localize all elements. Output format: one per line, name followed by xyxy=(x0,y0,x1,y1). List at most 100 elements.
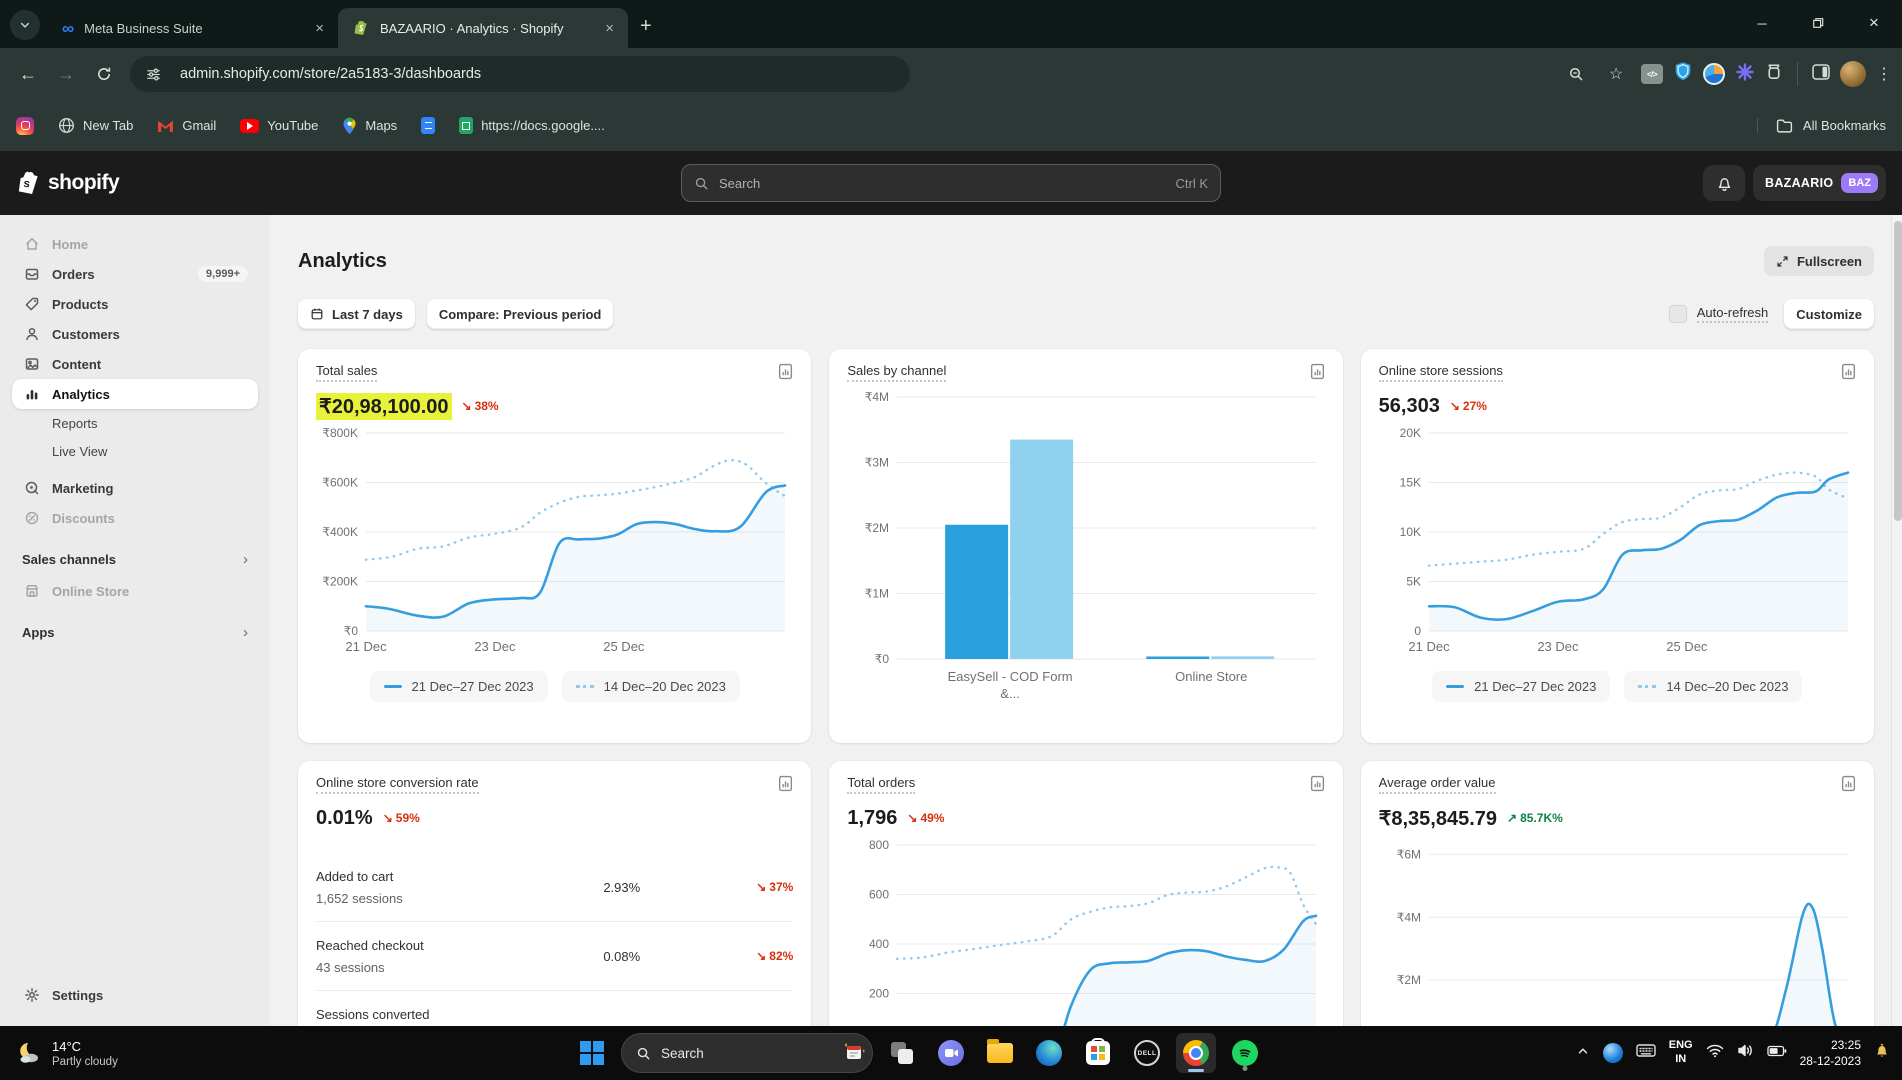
extension-orb-icon[interactable] xyxy=(1703,63,1725,85)
restore-button[interactable] xyxy=(1790,0,1846,46)
bookmark-star-icon[interactable]: ☆ xyxy=(1601,59,1631,89)
language-indicator[interactable]: ENG IN xyxy=(1669,1039,1693,1067)
sidebar-item-discounts[interactable]: Discounts xyxy=(12,503,258,533)
site-info-icon[interactable] xyxy=(138,59,168,89)
youtube-icon xyxy=(240,119,259,133)
spotify-button[interactable] xyxy=(1225,1033,1265,1073)
sidebar-section-apps[interactable]: Apps › xyxy=(22,624,248,641)
scrollbar-thumb[interactable] xyxy=(1894,221,1902,521)
tab-meta-business-suite[interactable]: ∞ Meta Business Suite × xyxy=(48,8,338,48)
legend-previous[interactable]: 14 Dec–20 Dec 2023 xyxy=(1624,671,1802,702)
sidebar-item-online-store[interactable]: Online Store xyxy=(12,576,258,606)
fullscreen-button[interactable]: Fullscreen xyxy=(1764,246,1874,276)
sidebar-item-marketing[interactable]: Marketing xyxy=(12,473,258,503)
microsoft-store-button[interactable] xyxy=(1078,1033,1118,1073)
sidebar-item-analytics[interactable]: Analytics xyxy=(12,379,258,409)
tab-shopify-analytics[interactable]: BAZAARIO · Analytics · Shopify × xyxy=(338,8,628,48)
report-icon[interactable] xyxy=(1841,775,1856,797)
shopify-favicon xyxy=(352,19,370,37)
close-button[interactable]: × xyxy=(1846,0,1902,46)
volume-icon[interactable] xyxy=(1737,1043,1754,1063)
profile-avatar[interactable] xyxy=(1840,61,1866,87)
card-title[interactable]: Total sales xyxy=(316,363,377,382)
svg-text:₹800K: ₹800K xyxy=(322,427,358,440)
report-icon[interactable] xyxy=(1841,363,1856,385)
teams-chat-button[interactable] xyxy=(931,1033,971,1073)
task-view-button[interactable] xyxy=(882,1033,922,1073)
sidebar-item-orders[interactable]: Orders 9,999+ xyxy=(12,259,258,289)
dell-app-button[interactable]: DELL xyxy=(1127,1033,1167,1073)
date-range-button[interactable]: Last 7 days xyxy=(298,299,415,329)
taskbar-weather-widget[interactable]: 14°C Partly cloudy xyxy=(12,1038,118,1068)
extension-shield-icon[interactable] xyxy=(1673,61,1693,88)
bookmark-gmail[interactable]: Gmail xyxy=(157,118,216,133)
all-bookmarks[interactable]: All Bookmarks xyxy=(1757,118,1886,133)
bookmark-new-tab[interactable]: New Tab xyxy=(58,117,133,134)
extension-starburst-icon[interactable] xyxy=(1735,62,1755,87)
bookmark-instagram[interactable] xyxy=(16,117,34,135)
back-button[interactable]: ← xyxy=(10,56,46,92)
conversion-rate-card: Online store conversion rate 0.01% ↘59% … xyxy=(298,761,811,1026)
compare-button[interactable]: Compare: Previous period xyxy=(427,299,614,329)
report-icon[interactable] xyxy=(1310,363,1325,385)
legend-current[interactable]: 21 Dec–27 Dec 2023 xyxy=(1432,671,1610,702)
extension-jar-icon[interactable] xyxy=(1765,63,1783,86)
start-button[interactable] xyxy=(572,1033,612,1073)
new-tab-button[interactable]: + xyxy=(640,15,652,38)
content-icon xyxy=(22,356,42,372)
battery-icon[interactable] xyxy=(1767,1044,1787,1062)
touch-keyboard-icon[interactable] xyxy=(1636,1043,1656,1063)
sidebar-section-sales-channels[interactable]: Sales channels › xyxy=(22,551,248,568)
tab-close-icon[interactable]: × xyxy=(603,20,616,37)
extension-devtools-icon[interactable]: </> xyxy=(1641,64,1663,84)
tray-app-icon[interactable] xyxy=(1603,1043,1623,1063)
address-bar[interactable]: admin.shopify.com/store/2a5183-3/dashboa… xyxy=(130,56,910,92)
auto-refresh-checkbox[interactable] xyxy=(1669,305,1687,323)
customize-button[interactable]: Customize xyxy=(1784,299,1874,329)
page-scrollbar[interactable] xyxy=(1891,215,1902,1026)
bookmark-youtube[interactable]: YouTube xyxy=(240,118,318,133)
bookmark-docs[interactable] xyxy=(421,117,435,134)
admin-search-input[interactable]: Search Ctrl K xyxy=(681,164,1221,202)
forward-button[interactable]: → xyxy=(48,56,84,92)
shopify-logo[interactable]: s shopify xyxy=(16,169,119,197)
sidebar-item-settings[interactable]: Settings xyxy=(12,980,258,1010)
edge-button[interactable] xyxy=(1029,1033,1069,1073)
taskbar-search[interactable]: Search xyxy=(621,1033,873,1073)
bookmark-google-docs-link[interactable]: https://docs.google.... xyxy=(459,117,605,134)
report-icon[interactable] xyxy=(1310,775,1325,797)
minimize-button[interactable]: ─ xyxy=(1734,0,1790,46)
report-icon[interactable] xyxy=(778,363,793,385)
tab-search-button[interactable] xyxy=(10,10,40,40)
zoom-search-icon[interactable] xyxy=(1561,59,1591,89)
notification-bell-icon[interactable] xyxy=(1874,1042,1890,1064)
store-account-button[interactable]: BAZAARIO BAZ xyxy=(1753,165,1886,201)
tab-close-icon[interactable]: × xyxy=(313,20,326,37)
report-icon[interactable] xyxy=(778,775,793,797)
bookmark-maps[interactable]: Maps xyxy=(342,117,397,135)
notifications-button[interactable] xyxy=(1703,165,1745,201)
sidebar-item-content[interactable]: Content xyxy=(12,349,258,379)
sidebar-item-products[interactable]: Products xyxy=(12,289,258,319)
sidebar-item-live-view[interactable]: Live View xyxy=(12,437,258,465)
wifi-icon[interactable] xyxy=(1706,1044,1724,1063)
card-title[interactable]: Online store sessions xyxy=(1379,363,1503,382)
chrome-button[interactable] xyxy=(1176,1033,1216,1073)
card-title[interactable]: Average order value xyxy=(1379,775,1496,794)
sidebar-item-customers[interactable]: Customers xyxy=(12,319,258,349)
browser-menu-icon[interactable]: ⋮ xyxy=(1876,64,1892,84)
side-panel-icon[interactable] xyxy=(1812,64,1830,85)
file-explorer-button[interactable] xyxy=(980,1033,1020,1073)
card-title[interactable]: Sales by channel xyxy=(847,363,946,382)
card-title[interactable]: Total orders xyxy=(847,775,915,794)
sidebar-item-home[interactable]: Home xyxy=(12,229,258,259)
reload-button[interactable] xyxy=(86,56,122,92)
legend-previous[interactable]: 14 Dec–20 Dec 2023 xyxy=(562,671,740,702)
tab-title: BAZAARIO · Analytics · Shopify xyxy=(380,21,593,36)
taskbar-clock[interactable]: 23:25 28-12-2023 xyxy=(1800,1037,1861,1069)
card-title[interactable]: Online store conversion rate xyxy=(316,775,479,794)
chevron-right-icon: › xyxy=(243,551,248,568)
sidebar-item-reports[interactable]: Reports xyxy=(12,409,258,437)
tray-chevron-up[interactable] xyxy=(1576,1044,1590,1063)
legend-current[interactable]: 21 Dec–27 Dec 2023 xyxy=(370,671,548,702)
